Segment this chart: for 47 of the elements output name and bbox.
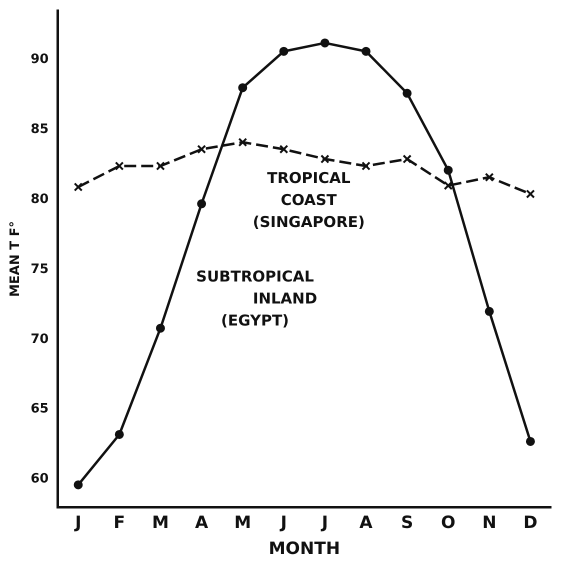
x-tick-label: A bbox=[359, 512, 374, 533]
x-tick-label: S bbox=[400, 512, 414, 533]
point bbox=[114, 430, 124, 439]
point bbox=[74, 480, 83, 490]
point bbox=[444, 181, 453, 190]
point bbox=[320, 154, 330, 164]
x-tick-label: J bbox=[280, 512, 287, 533]
point bbox=[361, 161, 371, 171]
y-tick-label: 70 bbox=[30, 332, 49, 347]
point bbox=[156, 161, 165, 171]
point bbox=[279, 46, 288, 56]
point bbox=[402, 154, 412, 164]
x-tick-label: J bbox=[74, 512, 82, 533]
y-tick-label: 65 bbox=[30, 402, 49, 417]
point bbox=[484, 172, 494, 182]
x-tick-label: F bbox=[114, 512, 126, 533]
point bbox=[238, 138, 248, 147]
point bbox=[156, 324, 165, 333]
point bbox=[74, 182, 83, 192]
y-tick-label: 85 bbox=[30, 122, 49, 138]
point bbox=[197, 199, 206, 208]
x-tick-label: N bbox=[482, 512, 496, 533]
x-axis-title: MONTH bbox=[268, 539, 340, 560]
point bbox=[114, 161, 124, 171]
y-axis-title: MEAN T F° bbox=[8, 220, 24, 298]
y-tick-label: 75 bbox=[30, 262, 49, 277]
point bbox=[362, 46, 371, 56]
x-tick-label: J bbox=[320, 512, 328, 533]
x-tick-label: M bbox=[234, 512, 252, 533]
x-tick-label: A bbox=[194, 512, 209, 533]
point bbox=[526, 436, 535, 446]
y-tick-label: 90 bbox=[30, 52, 49, 68]
point bbox=[279, 144, 288, 154]
point bbox=[320, 38, 330, 48]
y-tick-label: 60 bbox=[30, 472, 49, 487]
point bbox=[526, 189, 535, 199]
point bbox=[402, 88, 412, 98]
y-tick-label: 80 bbox=[30, 192, 49, 207]
point bbox=[484, 306, 494, 316]
series-label: SUBTROPICAL INLAND (EGYPT) bbox=[196, 267, 318, 330]
x-tick-label: O bbox=[441, 512, 456, 533]
point bbox=[444, 166, 453, 175]
x-tick-label: D bbox=[523, 512, 538, 533]
point bbox=[238, 83, 248, 92]
series-label: TROPICAL COAST (SINGAPORE) bbox=[252, 169, 365, 232]
x-tick-label: M bbox=[152, 512, 169, 533]
point bbox=[197, 144, 206, 154]
